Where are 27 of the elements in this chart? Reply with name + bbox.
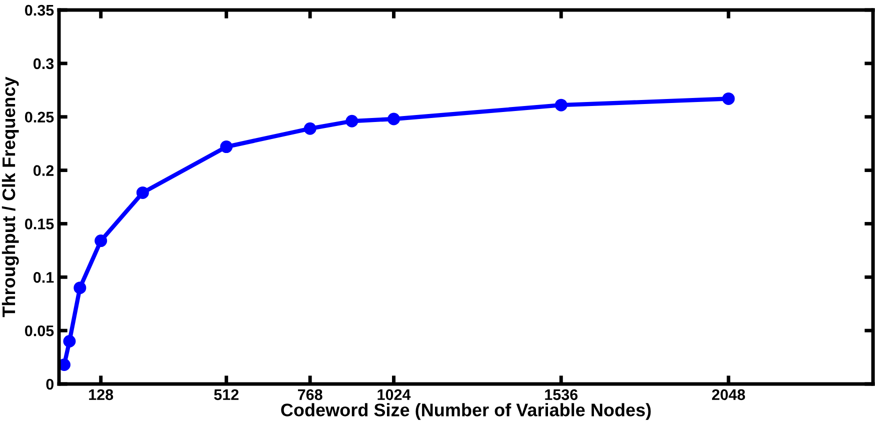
y-tick-label: 0.15 (25, 218, 54, 230)
y-tick-label: 0.35 (25, 4, 54, 16)
point (304, 122, 316, 135)
y-tick-label: 0.2 (34, 165, 54, 176)
x-tick-label: 128 (89, 389, 114, 400)
point (388, 112, 400, 126)
point (59, 358, 70, 372)
y-tick-label: 0.25 (25, 112, 54, 123)
point (554, 98, 568, 112)
x-tick-label: 2048 (712, 389, 746, 400)
y-tick-label: 0.1 (34, 272, 54, 283)
point (220, 140, 233, 154)
point (74, 282, 86, 294)
point (346, 114, 358, 128)
y-tick-label: 0.3 (34, 58, 54, 70)
x-axis-title: Codeword Size (Number of Variable Nodes) (281, 403, 651, 420)
x-tick-label: 1024 (378, 389, 411, 400)
point (136, 186, 149, 199)
point (94, 234, 108, 248)
x-tick-label: 1536 (545, 389, 578, 400)
y-tick-label: 0 (46, 378, 54, 390)
y-tick-label: 0.05 (25, 325, 54, 336)
y-axis-title: Throughput / Clk Frequency (2, 76, 19, 318)
point (63, 335, 76, 348)
x-tick-label: 512 (214, 389, 239, 400)
x-tick-label: 768 (298, 389, 322, 400)
point (722, 92, 735, 105)
